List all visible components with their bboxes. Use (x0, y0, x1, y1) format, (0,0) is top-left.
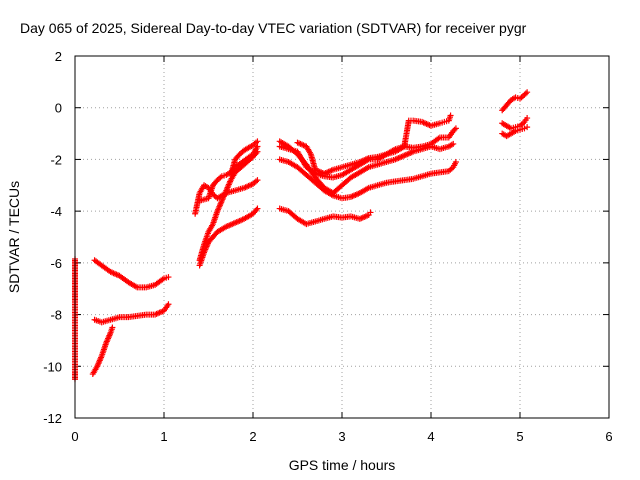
x-tick-label: 5 (516, 429, 523, 444)
x-tick-label: 1 (160, 429, 167, 444)
y-tick-label: -12 (43, 411, 62, 426)
data-point (524, 124, 531, 131)
y-tick-label: 2 (55, 49, 62, 64)
data-point (165, 301, 172, 308)
x-tick-label: 2 (249, 429, 256, 444)
data-point (254, 148, 261, 155)
data-point (452, 125, 459, 132)
data-point (253, 206, 260, 213)
x-tick-label: 6 (605, 429, 612, 444)
y-tick-label: -2 (50, 152, 62, 167)
x-tick-label: 0 (71, 429, 78, 444)
data-point (253, 149, 260, 156)
grid-lines (75, 56, 609, 418)
data-point (254, 205, 261, 212)
data-point (451, 126, 458, 133)
data-point (521, 125, 528, 132)
x-axis-label: GPS time / hours (289, 457, 396, 473)
plot-frame (74, 55, 610, 419)
data-point (109, 324, 116, 331)
data-point (522, 90, 529, 97)
data-point (524, 89, 531, 96)
data-point (447, 112, 454, 119)
y-tick-label: -10 (43, 359, 62, 374)
y-tick-label: -8 (50, 308, 62, 323)
data-point (254, 138, 261, 145)
data-point (165, 274, 172, 281)
y-tick-label: -6 (50, 256, 62, 271)
x-tick-label: 3 (338, 429, 345, 444)
x-tick-label: 4 (427, 429, 434, 444)
y-tick-label: -4 (50, 204, 62, 219)
y-axis-label: SDTVAR / TECUs (6, 181, 22, 293)
axis-ticks: 0 1 2 3 4 5 6 -12 -10 -8 -6 -4 -2 0 2 (43, 49, 612, 444)
data-point (524, 115, 531, 122)
data-point (450, 140, 457, 147)
data-point (254, 177, 261, 184)
data-points (72, 89, 531, 383)
y-tick-label: 0 (55, 101, 62, 116)
data-point (452, 159, 459, 166)
chart-title: Day 065 of 2025, Sidereal Day-to-day VTE… (20, 20, 527, 36)
data-point (367, 209, 374, 216)
